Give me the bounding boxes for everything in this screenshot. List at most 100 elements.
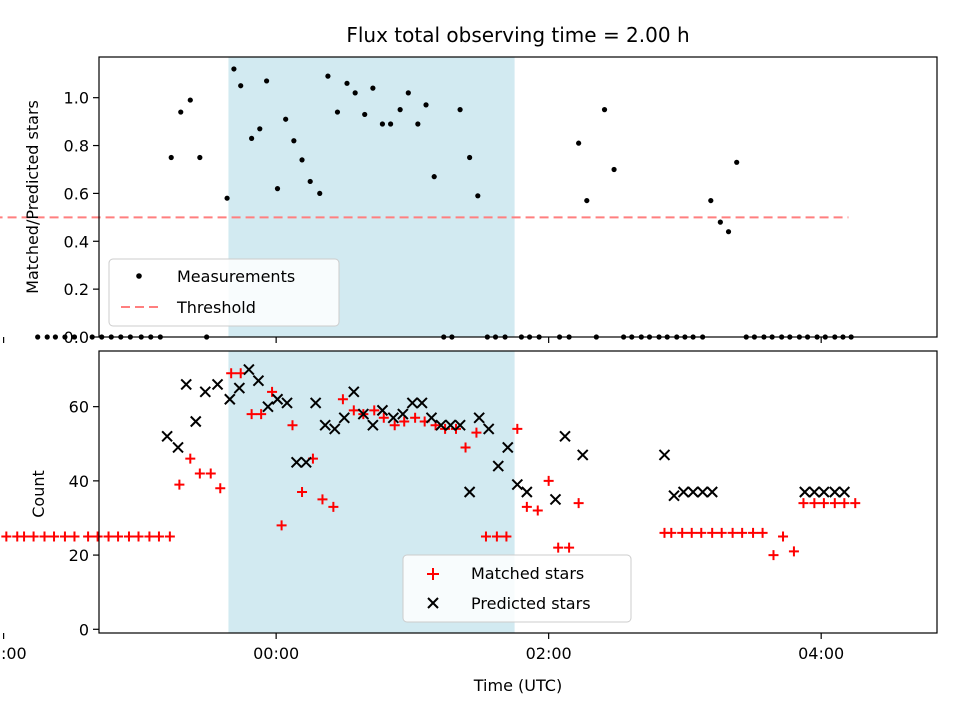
bottom-y-tick-label: 40: [69, 472, 89, 491]
measurement-point: [725, 229, 732, 235]
measurement-point: [283, 116, 289, 122]
measurement-point: [467, 154, 473, 161]
x-axis-label: Time (UTC): [473, 676, 562, 695]
matched-star-point: [829, 498, 840, 509]
predicted-star-point: [808, 486, 821, 498]
measurement-point: [387, 121, 394, 127]
predicted-star-point: [549, 493, 562, 506]
matched-star-point: [501, 531, 512, 542]
top-legend-box: [108, 258, 340, 327]
matched-star-point: [389, 420, 400, 431]
measurement-point: [397, 107, 403, 113]
measurement-point: [307, 178, 313, 185]
predicted-star-point: [425, 412, 438, 424]
matched-star-point: [113, 531, 124, 542]
measurement-point: [475, 193, 481, 199]
matched-star-point: [19, 531, 30, 542]
matched-star-point: [716, 527, 727, 538]
measurement-point: [224, 195, 230, 201]
measurement-point: [457, 107, 463, 113]
matched-star-point: [348, 405, 359, 416]
predicted-star-point: [338, 412, 350, 424]
matched-star-point: [297, 487, 308, 497]
matched-star-point: [185, 453, 196, 464]
predicted-star-point: [172, 441, 184, 454]
predicted-star-point: [838, 486, 851, 498]
measurement-point: [405, 90, 411, 96]
measurement-point: [168, 154, 174, 161]
predicted-star-point: [233, 382, 246, 394]
predicted-star-point: [252, 374, 265, 387]
predicted-star-point: [696, 486, 709, 498]
legend-predicted-label: Predicted stars: [471, 594, 591, 613]
measurement-point: [352, 90, 358, 96]
measurement-point: [44, 334, 50, 340]
predicted-star-point: [658, 449, 671, 461]
matched-star-point: [153, 531, 164, 542]
bottom-y-tick-label: 0: [79, 620, 89, 639]
matched-star-point: [276, 520, 287, 531]
measurement-point: [62, 334, 68, 340]
predicted-star-point: [243, 363, 255, 376]
predicted-star-point: [521, 486, 533, 498]
matched-star-point: [553, 542, 564, 553]
top-y-tick-label: 0.2: [64, 280, 89, 299]
measurement-point: [231, 66, 237, 72]
measurement-point: [299, 157, 305, 163]
predicted-star-point: [199, 386, 211, 398]
measurement-point: [249, 135, 255, 141]
predicted-star-point: [397, 408, 409, 420]
predicted-star-point: [262, 400, 274, 413]
measurement-point: [264, 78, 270, 84]
top-y-tick-label: 0.8: [64, 137, 89, 156]
predicted-star-point: [668, 490, 680, 502]
predicted-star-point: [818, 486, 830, 498]
matched-star-point: [164, 531, 175, 542]
predicted-star-point: [300, 456, 312, 469]
x-tick-label: 00:00: [253, 644, 299, 663]
predicted-star-point: [444, 419, 457, 431]
matched-star-point: [521, 501, 532, 512]
measurement-point: [576, 140, 582, 146]
bottom-y-tick-label: 20: [69, 546, 89, 565]
measurement-point: [257, 126, 263, 132]
measurement-point: [89, 334, 95, 340]
matched-star-point: [471, 427, 482, 438]
predicted-star-point: [406, 397, 419, 409]
measurement-point: [415, 121, 421, 127]
x-tick-label: 02:00: [526, 644, 572, 663]
predicted-star-point: [190, 415, 202, 428]
predicted-star-point: [348, 386, 360, 398]
matched-star-point: [573, 498, 584, 509]
top-axes-frame: [98, 56, 938, 338]
matched-star-point: [543, 475, 554, 486]
predicted-star-point: [706, 486, 718, 498]
matched-star-point: [369, 405, 380, 416]
matched-star-point: [707, 527, 718, 538]
matched-star-point: [59, 531, 70, 542]
legend-threshold-label: Threshold: [176, 298, 256, 317]
predicted-star-point: [502, 441, 514, 454]
matched-star-point: [287, 420, 298, 431]
measurement-point: [717, 219, 723, 225]
measurement-point: [431, 174, 437, 180]
predicted-star-point: [677, 486, 690, 498]
matched-star-point: [69, 531, 80, 542]
measurement-point: [370, 85, 376, 91]
measurement-point: [379, 121, 386, 127]
predicted-star-point: [367, 419, 379, 431]
predicted-star-point: [281, 397, 293, 409]
legend-measurement-marker: [136, 273, 142, 279]
bottom-legend-box: [402, 554, 632, 623]
measurement-point: [708, 197, 714, 204]
matched-star-point: [256, 409, 267, 420]
bottom-y-axis-label: Count: [29, 470, 48, 518]
predicted-star-point: [577, 449, 589, 461]
matched-star-point: [666, 527, 677, 538]
measurement-point: [611, 166, 617, 173]
matched-star-point: [317, 494, 328, 505]
measurement-point: [325, 73, 331, 79]
matched-star-point: [205, 468, 216, 479]
chart-title: Flux total observing time = 2.00 h: [346, 23, 689, 47]
